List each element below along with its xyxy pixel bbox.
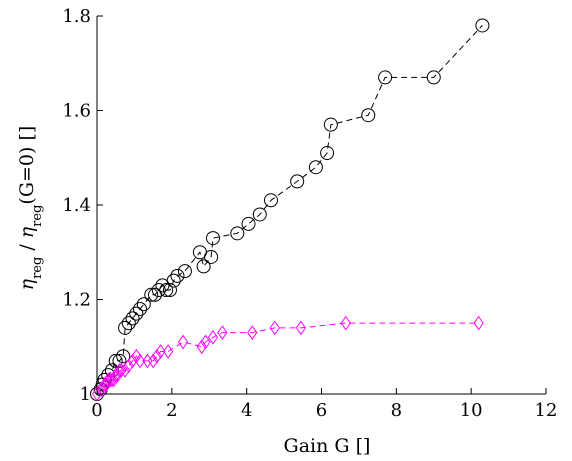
data-point	[205, 231, 220, 246]
data-point	[263, 193, 278, 208]
data-point	[378, 70, 393, 85]
plot-frame	[96, 16, 546, 395]
data-point	[121, 316, 136, 331]
data-point	[196, 259, 211, 274]
data-point	[170, 268, 185, 283]
y-axis-title: ηreg / ηreg(G=0) []	[16, 126, 45, 291]
data-point	[230, 226, 245, 241]
x-tick-label: 4	[241, 400, 252, 421]
data-point	[473, 315, 484, 331]
series-2	[91, 315, 484, 402]
x-axis-title: Gain G []	[284, 435, 371, 457]
x-tick-label: 10	[460, 400, 483, 421]
x-tick-label: 12	[535, 400, 558, 421]
data-point	[148, 353, 159, 369]
data-point	[129, 306, 144, 321]
data-point	[196, 339, 207, 355]
y-axis-title-sub1: reg	[30, 257, 45, 279]
data-point	[97, 381, 108, 397]
data-point	[144, 287, 159, 302]
y-axis-title-sub2: reg	[30, 205, 45, 227]
data-point	[112, 367, 123, 383]
data-point	[166, 273, 181, 288]
data-point	[125, 311, 140, 326]
data-point	[323, 117, 338, 132]
data-point	[308, 160, 323, 175]
data-point	[151, 283, 166, 298]
data-point	[320, 146, 335, 161]
y-axis-title-eta: η	[16, 278, 38, 290]
series-layer	[90, 18, 490, 402]
data-point	[361, 108, 376, 123]
data-point	[290, 174, 305, 189]
data-point	[159, 283, 174, 298]
data-point	[133, 301, 148, 316]
data-point	[108, 372, 119, 388]
data-point	[426, 70, 441, 85]
data-point	[123, 358, 134, 374]
data-point	[162, 283, 177, 298]
data-point	[200, 334, 211, 350]
data-point	[136, 297, 151, 312]
data-point	[269, 320, 280, 336]
data-point	[252, 207, 267, 222]
y-tick-label: 1	[80, 384, 91, 405]
series-1	[90, 18, 490, 401]
x-tick-label: 2	[166, 400, 177, 421]
data-point	[217, 325, 228, 340]
y-axis-title-eta2: η	[16, 226, 38, 238]
x-tick-label: 6	[316, 400, 327, 421]
data-point	[177, 264, 192, 279]
data-point	[475, 18, 490, 33]
data-point	[118, 320, 133, 335]
tick-layer: 0 2 4 6 8 10 12 1 1.2 1.4 1.6 1.8	[62, 6, 557, 421]
data-point	[116, 349, 131, 364]
data-point	[295, 320, 307, 336]
y-tick-label: 1.8	[62, 6, 91, 27]
data-point	[151, 348, 162, 364]
data-point	[127, 353, 138, 369]
svg-text:ηreg / ηreg(G=0) []: ηreg / ηreg(G=0) []	[16, 126, 45, 291]
data-point	[207, 329, 219, 345]
y-axis-title-mid: /	[16, 238, 38, 256]
y-tick-label: 1.2	[62, 290, 91, 311]
x-tick-label: 8	[391, 400, 402, 421]
y-tick-label: 1.6	[62, 101, 91, 122]
series-1-line	[96, 25, 483, 395]
data-point	[340, 315, 351, 331]
y-tick-label: 1.4	[62, 195, 91, 216]
data-point	[241, 216, 256, 231]
x-tick-label: 0	[91, 400, 102, 421]
data-point	[177, 334, 189, 350]
data-point	[247, 325, 258, 340]
data-point	[108, 353, 123, 368]
data-point	[162, 344, 174, 359]
data-point	[119, 362, 131, 378]
data-point	[134, 353, 146, 369]
data-point	[155, 344, 166, 359]
data-point	[204, 249, 219, 264]
data-point	[116, 362, 127, 378]
y-axis-title-tail: (G=0) []	[16, 126, 38, 205]
